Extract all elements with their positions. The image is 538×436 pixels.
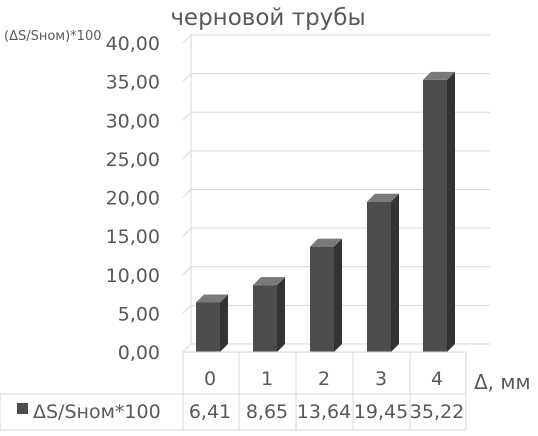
category-label: 1 — [261, 368, 273, 390]
bar-side — [447, 71, 455, 352]
legend-entry: ΔS/Sном*100 — [33, 401, 161, 423]
bar-top — [253, 277, 285, 286]
legend-swatch — [17, 403, 28, 414]
bar-side — [220, 294, 228, 352]
data-value-label: 6,41 — [189, 401, 231, 423]
x-axis-label: Δ, мм — [474, 370, 531, 394]
data-value-label: 35,22 — [410, 401, 464, 423]
bar-front — [310, 246, 334, 352]
data-value-label: 13,64 — [297, 401, 351, 423]
bar-front — [423, 79, 447, 352]
bar — [196, 294, 228, 352]
y-tick-label: 20,00 — [106, 188, 160, 210]
y-axis-label: (ΔS/Sном)*100 — [4, 29, 102, 44]
gridline-depth — [182, 34, 192, 44]
bar-top — [367, 193, 399, 202]
category-label: 3 — [375, 368, 387, 390]
data-value-label: 8,65 — [246, 401, 288, 423]
y-tick-label: 25,00 — [106, 149, 160, 171]
y-tick-label: 30,00 — [106, 110, 160, 132]
gridline-depth — [182, 305, 192, 314]
y-tick-labels: 0,00 5,00 10,00 15,00 20,00 25,00 30,00 35,00 40… — [106, 33, 160, 364]
y-tick-label: 15,00 — [106, 226, 160, 248]
bar-side — [391, 193, 399, 352]
bar — [423, 71, 455, 352]
bar-front — [253, 285, 277, 352]
gridline-depth — [182, 189, 192, 198]
category-label: 2 — [318, 368, 330, 390]
bar-side — [334, 238, 342, 352]
y-tick-label: 40,00 — [106, 33, 160, 55]
y-tick-label: 5,00 — [118, 303, 160, 325]
category-label: 4 — [431, 368, 443, 390]
bar — [310, 238, 342, 352]
data-table: ΔS/Sном*100 0 1 2 3 4 6,41 8,65 13,64 19,45 35,22 — [0, 351, 467, 431]
bar-top — [196, 294, 228, 303]
category-label: 0 — [204, 368, 216, 390]
bar — [367, 193, 399, 352]
y-tick-label: 0,00 — [118, 342, 160, 364]
y-tick-label: 35,00 — [106, 72, 160, 94]
y-tick-label: 10,00 — [106, 265, 160, 287]
bar — [253, 277, 285, 352]
bar-side — [277, 277, 285, 352]
bar-top — [310, 238, 342, 247]
gridline-depth — [182, 227, 192, 237]
data-value-label: 19,45 — [354, 401, 408, 423]
gridline-depth — [182, 266, 192, 276]
bar-top — [423, 71, 455, 80]
gridline-depth — [182, 150, 192, 160]
bar-front — [196, 302, 220, 352]
gridline-depth — [182, 343, 192, 353]
gridline-depth — [182, 111, 192, 121]
gridline-depth — [182, 73, 192, 82]
bars — [196, 71, 455, 352]
bar-front — [367, 201, 391, 352]
chart-title: черновой трубы — [170, 5, 365, 31]
